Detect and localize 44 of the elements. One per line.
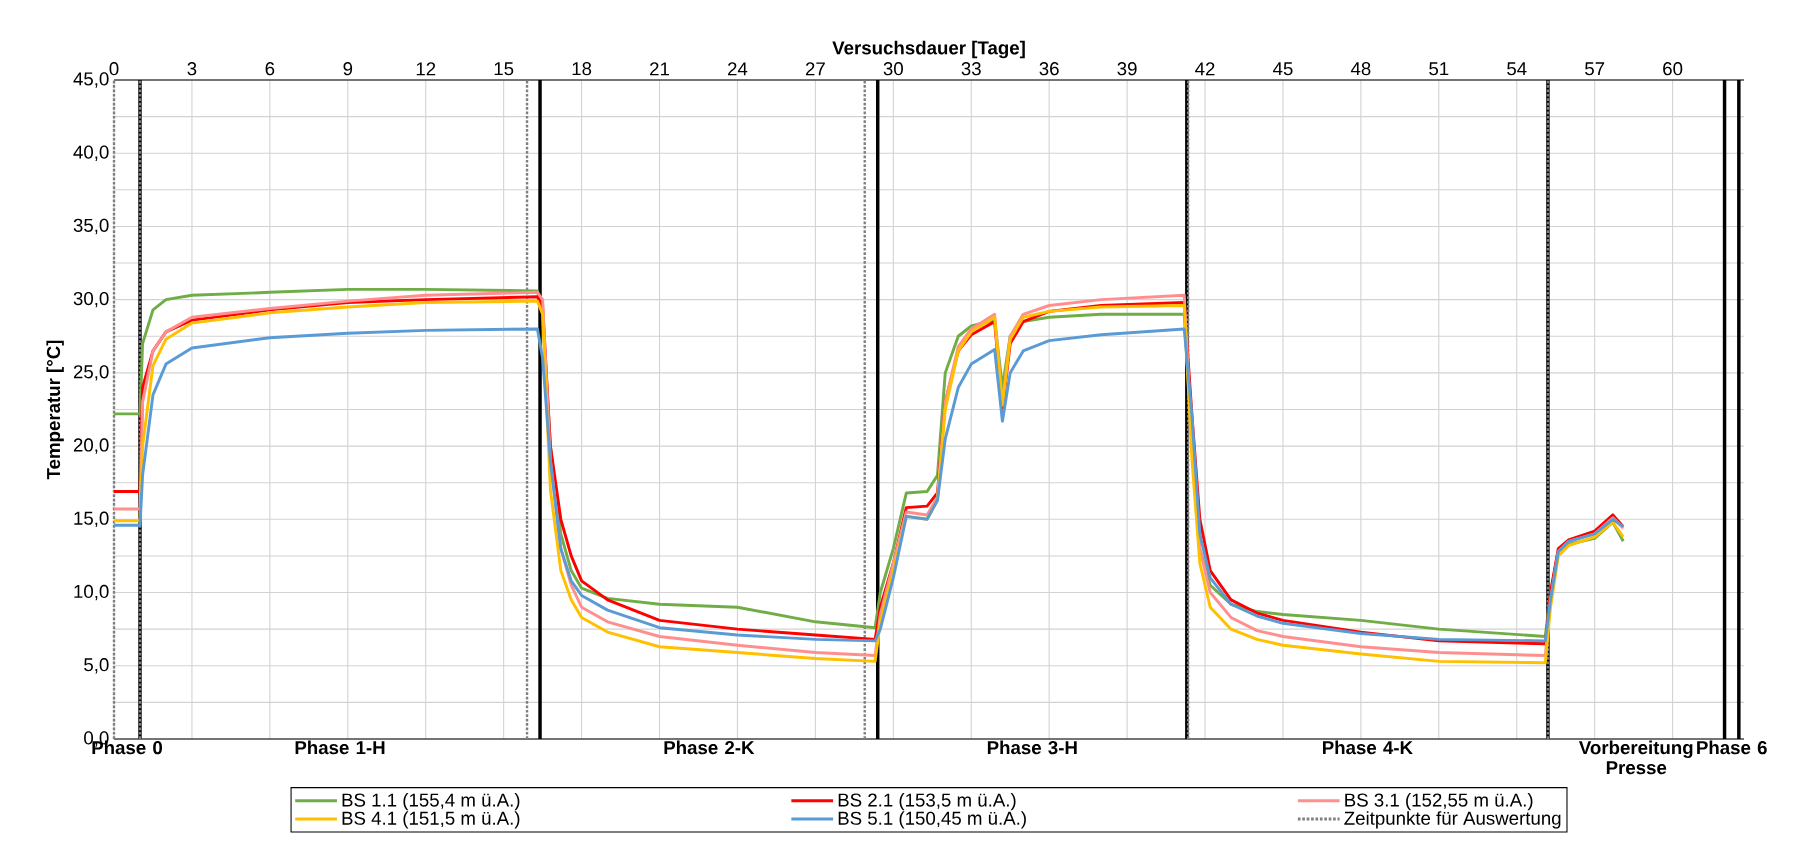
y-axis-title: Temperatur [°C] [46,340,64,480]
y-tick-label: 25,0 [73,365,109,381]
legend-label: Zeitpunkte für Auswertung [1344,811,1561,829]
text: Phase 1-H [295,740,385,755]
legend-label: BS 1.1 (155,4 m ü.A.) [342,792,520,811]
text: Phase 2-K [664,740,755,755]
x-tick-label: 27 [805,62,825,76]
text: Phase 3-H [987,740,1077,755]
x-tick-label: 15 [494,62,514,76]
y-tick-label: 35,0 [73,218,109,235]
text: Phase 4-K [1322,740,1413,755]
x-tick-label: 12 [416,62,436,76]
x-tick-label: 48 [1350,62,1371,76]
x-tick-label: 57 [1585,62,1605,76]
x-tick-label: 42 [1195,62,1215,76]
x-tick-label: 36 [1039,62,1059,76]
x-tick-label: 54 [1507,62,1527,76]
y-tick-label: 20,0 [73,438,109,454]
y-tick-label: 45,0 [73,72,109,88]
x-tick-label: 0 [109,62,119,76]
legend-label: BS 5.1 (150,45 m ü.A.) [838,811,1026,829]
y-tick-label: 10,0 [74,584,109,601]
x-tick-label: 30 [883,62,903,76]
x-tick-label: 33 [961,62,981,76]
x-tick-label: 60 [1663,62,1683,76]
x-tick-label: 9 [343,62,353,76]
x-tick-label: 24 [728,62,748,76]
y-tick-label: 40,0 [73,145,109,161]
y-tick-label: 5,0 [84,658,109,674]
text: Phase 6 [1697,740,1767,755]
x-tick-label: 18 [572,62,592,76]
x-tick-label: 6 [265,62,275,76]
x-axis-title: Versuchsdauer [Tage] [832,40,1025,59]
y-tick-label: 30,0 [73,291,109,308]
x-tick-label: 45 [1272,62,1293,76]
legend-label: BS 4.1 (151,5 m ü.A.) [342,811,520,829]
x-tick-label: 39 [1117,62,1137,76]
x-tick-label: 51 [1429,62,1449,76]
legend-label: BS 3.1 (152,55 m ü.A.) [1345,792,1533,811]
legend-label: BS 2.1 (153,5 m ü.A.) [838,792,1016,811]
x-tick-label: 21 [650,62,669,76]
y-tick-label: 15,0 [74,511,109,528]
text: Vorbereitung Presse [1578,740,1693,775]
x-tick-label: 3 [187,62,197,76]
